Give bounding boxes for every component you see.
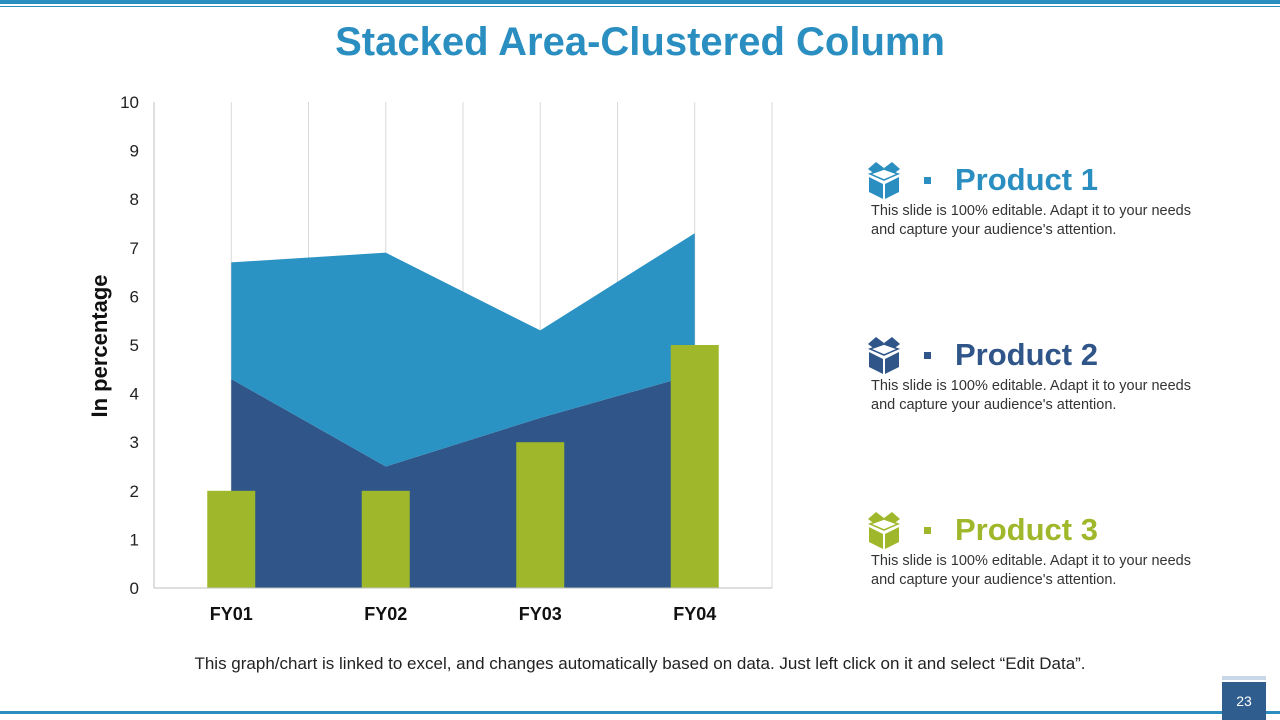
y-tick-label: 5	[130, 336, 139, 355]
legend-bullet	[924, 351, 931, 359]
column-bar[interactable]	[361, 490, 410, 588]
legend-item-product-3: Product 3 This slide is 100% editable. Ad…	[864, 510, 1244, 590]
y-tick-label: 3	[130, 433, 139, 452]
legend-title: Product 2	[955, 337, 1098, 372]
legend-header: Product 2	[864, 335, 1244, 375]
legend-description: This slide is 100% editable. Adapt it to…	[871, 203, 1191, 238]
x-tick-label: FY02	[364, 604, 407, 624]
bottom-accent-bar	[0, 711, 1280, 714]
legend-header: Product 1	[864, 160, 1244, 200]
y-tick-label: 0	[130, 579, 139, 598]
legend-bullet	[924, 176, 931, 184]
y-tick-label: 8	[130, 190, 139, 209]
legend-title: Product 3	[955, 512, 1098, 547]
box-icon	[867, 337, 901, 374]
footnote: This graph/chart is linked to excel, and…	[194, 654, 1086, 673]
column-bar[interactable]	[516, 442, 565, 588]
area-series-2[interactable]	[231, 233, 695, 467]
y-tick-label: 10	[120, 93, 139, 112]
y-tick-label: 4	[130, 385, 139, 404]
box-icon	[867, 512, 901, 549]
legend-item-product-1: Product 1 This slide is 100% editable. Ad…	[864, 160, 1244, 240]
y-tick-label: 7	[130, 239, 139, 258]
column-bar[interactable]	[670, 345, 719, 588]
legend-title: Product 1	[955, 162, 1098, 197]
y-tick-label: 6	[130, 287, 139, 306]
page-number-cap	[1222, 676, 1266, 680]
legend-description: This slide is 100% editable. Adapt it to…	[871, 378, 1191, 413]
y-tick-label: 9	[130, 142, 139, 161]
top-accent-bar	[0, 0, 1280, 4]
slide-title: Stacked Area-Clustered Column	[335, 20, 945, 64]
page-number: 23	[1222, 682, 1266, 720]
box-icon	[867, 162, 901, 199]
x-tick-label: FY04	[673, 604, 716, 624]
legend-bullet	[924, 526, 931, 534]
x-tick-label: FY01	[210, 604, 253, 624]
y-tick-label: 2	[130, 482, 139, 501]
y-axis-label: In percentage	[87, 274, 112, 418]
legend-description: This slide is 100% editable. Adapt it to…	[871, 553, 1191, 588]
legend-item-product-2: Product 2 This slide is 100% editable. Ad…	[864, 335, 1244, 415]
area-series-1[interactable]	[231, 374, 695, 588]
legend-header: Product 3	[864, 510, 1244, 550]
y-tick-label: 1	[130, 530, 139, 549]
top-accent-line	[0, 6, 1280, 7]
column-bar[interactable]	[207, 490, 256, 588]
x-tick-label: FY03	[519, 604, 562, 624]
